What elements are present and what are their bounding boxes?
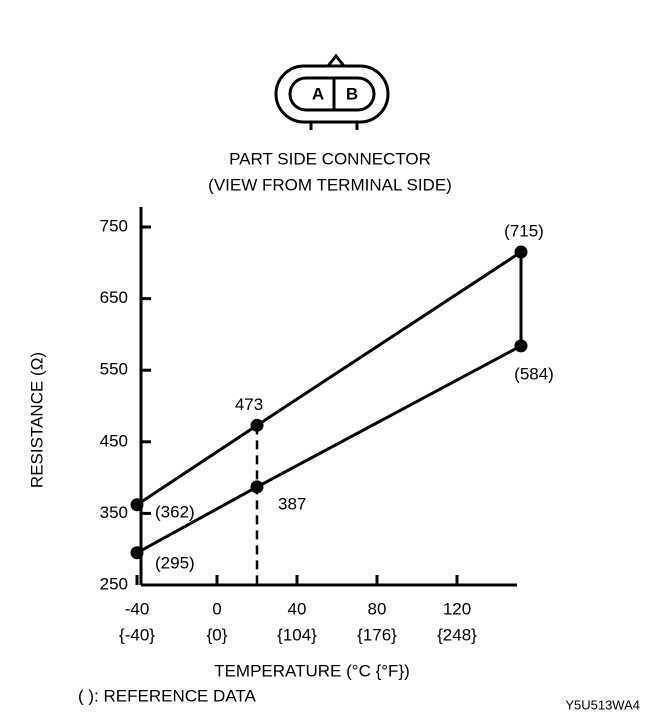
data-label: (362) (155, 502, 195, 521)
x-tick-label-secondary: {104} (277, 625, 317, 644)
data-point (250, 418, 264, 432)
x-tick-label-secondary: {-40} (119, 625, 155, 644)
x-tick-label: 40 (288, 599, 307, 618)
x-tick-label-secondary: {248} (437, 625, 477, 644)
x-axis-label: TEMPERATURE (°C {°F}) (214, 661, 410, 680)
data-label: (584) (514, 364, 554, 383)
terminal-label: A (312, 84, 324, 103)
terminal-label: B (346, 84, 358, 103)
chart-title: PART SIDE CONNECTOR (229, 149, 431, 168)
x-tick-label: 80 (368, 599, 387, 618)
x-tick-label-secondary: {0} (207, 625, 228, 644)
data-point (250, 480, 264, 494)
connector-inner (288, 76, 376, 112)
data-label: 387 (278, 494, 306, 513)
x-tick-label: -40 (125, 599, 150, 618)
connector-icon (274, 53, 390, 130)
y-tick-label: 550 (100, 360, 128, 379)
data-label: (715) (504, 222, 544, 241)
y-tick-label: 750 (100, 216, 128, 235)
connector-outline (274, 64, 390, 124)
data-point (130, 546, 144, 560)
figure-code: Y5U513WA4 (565, 697, 640, 712)
x-tick-label: 120 (443, 599, 471, 618)
data-point (514, 339, 528, 353)
series-line (136, 250, 522, 507)
x-tick-label-secondary: {176} (357, 625, 397, 644)
y-tick-label: 450 (100, 431, 128, 450)
y-tick-label: 350 (100, 503, 128, 522)
chart-subtitle: (VIEW FROM TERMINAL SIDE) (208, 175, 452, 194)
data-label: 473 (235, 395, 263, 414)
data-point (130, 498, 144, 512)
data-point (514, 245, 528, 259)
connector-latch (326, 53, 346, 67)
y-tick-label: 250 (100, 574, 128, 593)
y-tick-label: 650 (100, 288, 128, 307)
x-tick-label: 0 (212, 599, 221, 618)
y-axis-label: RESISTANCE (Ω) (27, 352, 46, 488)
note: ( ): REFERENCE DATA (78, 686, 257, 705)
data-label: (295) (155, 553, 195, 572)
